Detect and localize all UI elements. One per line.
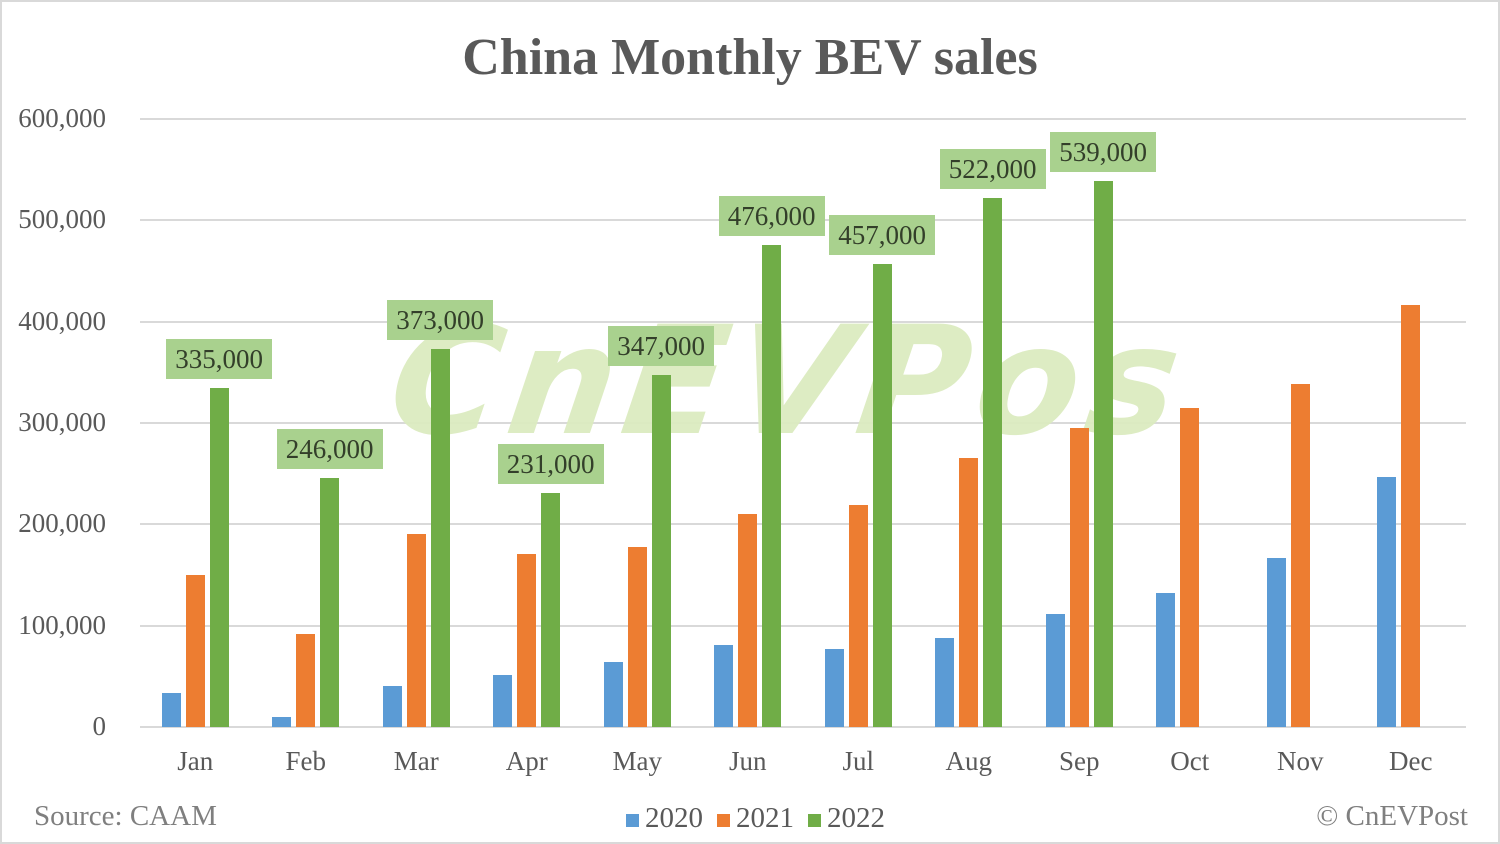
- bar-2020-nov[interactable]: [1266, 557, 1286, 727]
- bar-2020-jan[interactable]: [161, 692, 181, 727]
- bar-2020-mar[interactable]: [382, 686, 402, 727]
- bar-2020-may[interactable]: [603, 662, 623, 727]
- gridline: [140, 624, 1466, 627]
- legend-item-2020[interactable]: 2020: [626, 802, 703, 835]
- bar-2020-jul[interactable]: [824, 648, 844, 727]
- x-tick-label: Nov: [1277, 746, 1324, 776]
- y-tick-label: 400,000: [18, 305, 106, 336]
- x-tick-label: Jan: [177, 746, 214, 776]
- legend-swatch-2022: [808, 814, 821, 827]
- bar-2021-jul[interactable]: [848, 505, 868, 727]
- data-label-2022: 347,000: [608, 326, 714, 367]
- bar-2022-apr[interactable]: [541, 492, 561, 727]
- x-tick-label: Sep: [1059, 746, 1100, 776]
- gridline: [140, 118, 1466, 120]
- watermark-logo: CnEVPost: [383, 322, 1201, 442]
- bar-2022-mar[interactable]: [430, 349, 450, 727]
- copyright-note: © CnEVPost: [1316, 800, 1468, 832]
- bar-2022-jul[interactable]: [872, 263, 892, 727]
- y-tick-label: 200,000: [18, 508, 106, 539]
- legend-label: 2020: [645, 802, 703, 834]
- bar-2021-apr[interactable]: [517, 553, 537, 727]
- bar-2020-dec[interactable]: [1377, 476, 1397, 727]
- bar-2021-nov[interactable]: [1290, 384, 1310, 727]
- gridline: [140, 422, 1466, 424]
- legend-item-2021[interactable]: 2021: [717, 802, 794, 835]
- y-tick-label: 300,000: [18, 407, 106, 437]
- gridline: [140, 320, 1466, 323]
- y-tick-label: 500,000: [18, 204, 106, 235]
- bar-2022-may[interactable]: [651, 375, 671, 727]
- bar-2020-sep[interactable]: [1045, 613, 1065, 727]
- y-tick-label: 100,000: [18, 609, 106, 640]
- data-label-2022: 231,000: [497, 443, 604, 484]
- x-tick-label: Feb: [285, 746, 327, 776]
- bar-2021-mar[interactable]: [406, 534, 426, 727]
- data-label-2022: 476,000: [718, 195, 825, 236]
- bar-2021-aug[interactable]: [959, 458, 979, 727]
- bar-2022-jan[interactable]: [209, 387, 229, 727]
- x-tick-label: Oct: [1170, 746, 1210, 776]
- bar-2020-oct[interactable]: [1156, 593, 1176, 727]
- bar-2020-aug[interactable]: [935, 637, 955, 727]
- bar-2022-aug[interactable]: [983, 198, 1003, 727]
- chart-title: China Monthly BEV sales: [462, 29, 1038, 86]
- x-tick-label: Dec: [1389, 746, 1433, 776]
- x-tick-label: Apr: [505, 746, 548, 776]
- bar-2022-jun[interactable]: [762, 244, 782, 727]
- bar-2021-feb[interactable]: [296, 633, 316, 727]
- x-tick-label: Jul: [842, 746, 874, 776]
- legend-swatch-2020: [626, 814, 639, 827]
- data-label-2022: 522,000: [939, 149, 1046, 190]
- gridline: [140, 726, 1466, 728]
- legend-label: 2021: [736, 802, 794, 834]
- data-label-2022: 539,000: [1050, 131, 1156, 172]
- bar-2022-feb[interactable]: [320, 477, 340, 727]
- bar-2021-may[interactable]: [627, 546, 647, 727]
- bar-2020-apr[interactable]: [493, 675, 513, 727]
- bar-2021-jun[interactable]: [738, 514, 758, 727]
- legend: 2020 2021 2022: [626, 802, 899, 835]
- bar-2020-jun[interactable]: [714, 644, 734, 727]
- source-note: Source: CAAM: [34, 800, 217, 832]
- data-label-2022: 246,000: [276, 428, 383, 469]
- legend-item-2022[interactable]: 2022: [808, 802, 885, 835]
- data-label-2022: 373,000: [387, 300, 493, 341]
- bar-2021-oct[interactable]: [1180, 407, 1200, 727]
- legend-label: 2022: [827, 802, 885, 834]
- bar-2021-sep[interactable]: [1069, 428, 1089, 727]
- bar-2021-dec[interactable]: [1401, 305, 1421, 727]
- y-tick-label: 0: [92, 711, 107, 741]
- y-tick-label: 600,000: [18, 103, 106, 133]
- bar-2022-sep[interactable]: [1093, 180, 1113, 727]
- x-tick-label: Mar: [393, 746, 439, 776]
- gridline: [140, 523, 1466, 526]
- x-tick-label: Aug: [945, 746, 993, 776]
- data-label-2022: 335,000: [166, 338, 272, 379]
- legend-swatch-2021: [717, 814, 730, 827]
- bar-2021-jan[interactable]: [185, 575, 205, 727]
- x-tick-label: Jun: [728, 746, 767, 776]
- data-label-2022: 457,000: [829, 214, 935, 255]
- bar-2020-feb[interactable]: [272, 716, 292, 727]
- x-tick-label: May: [612, 746, 663, 776]
